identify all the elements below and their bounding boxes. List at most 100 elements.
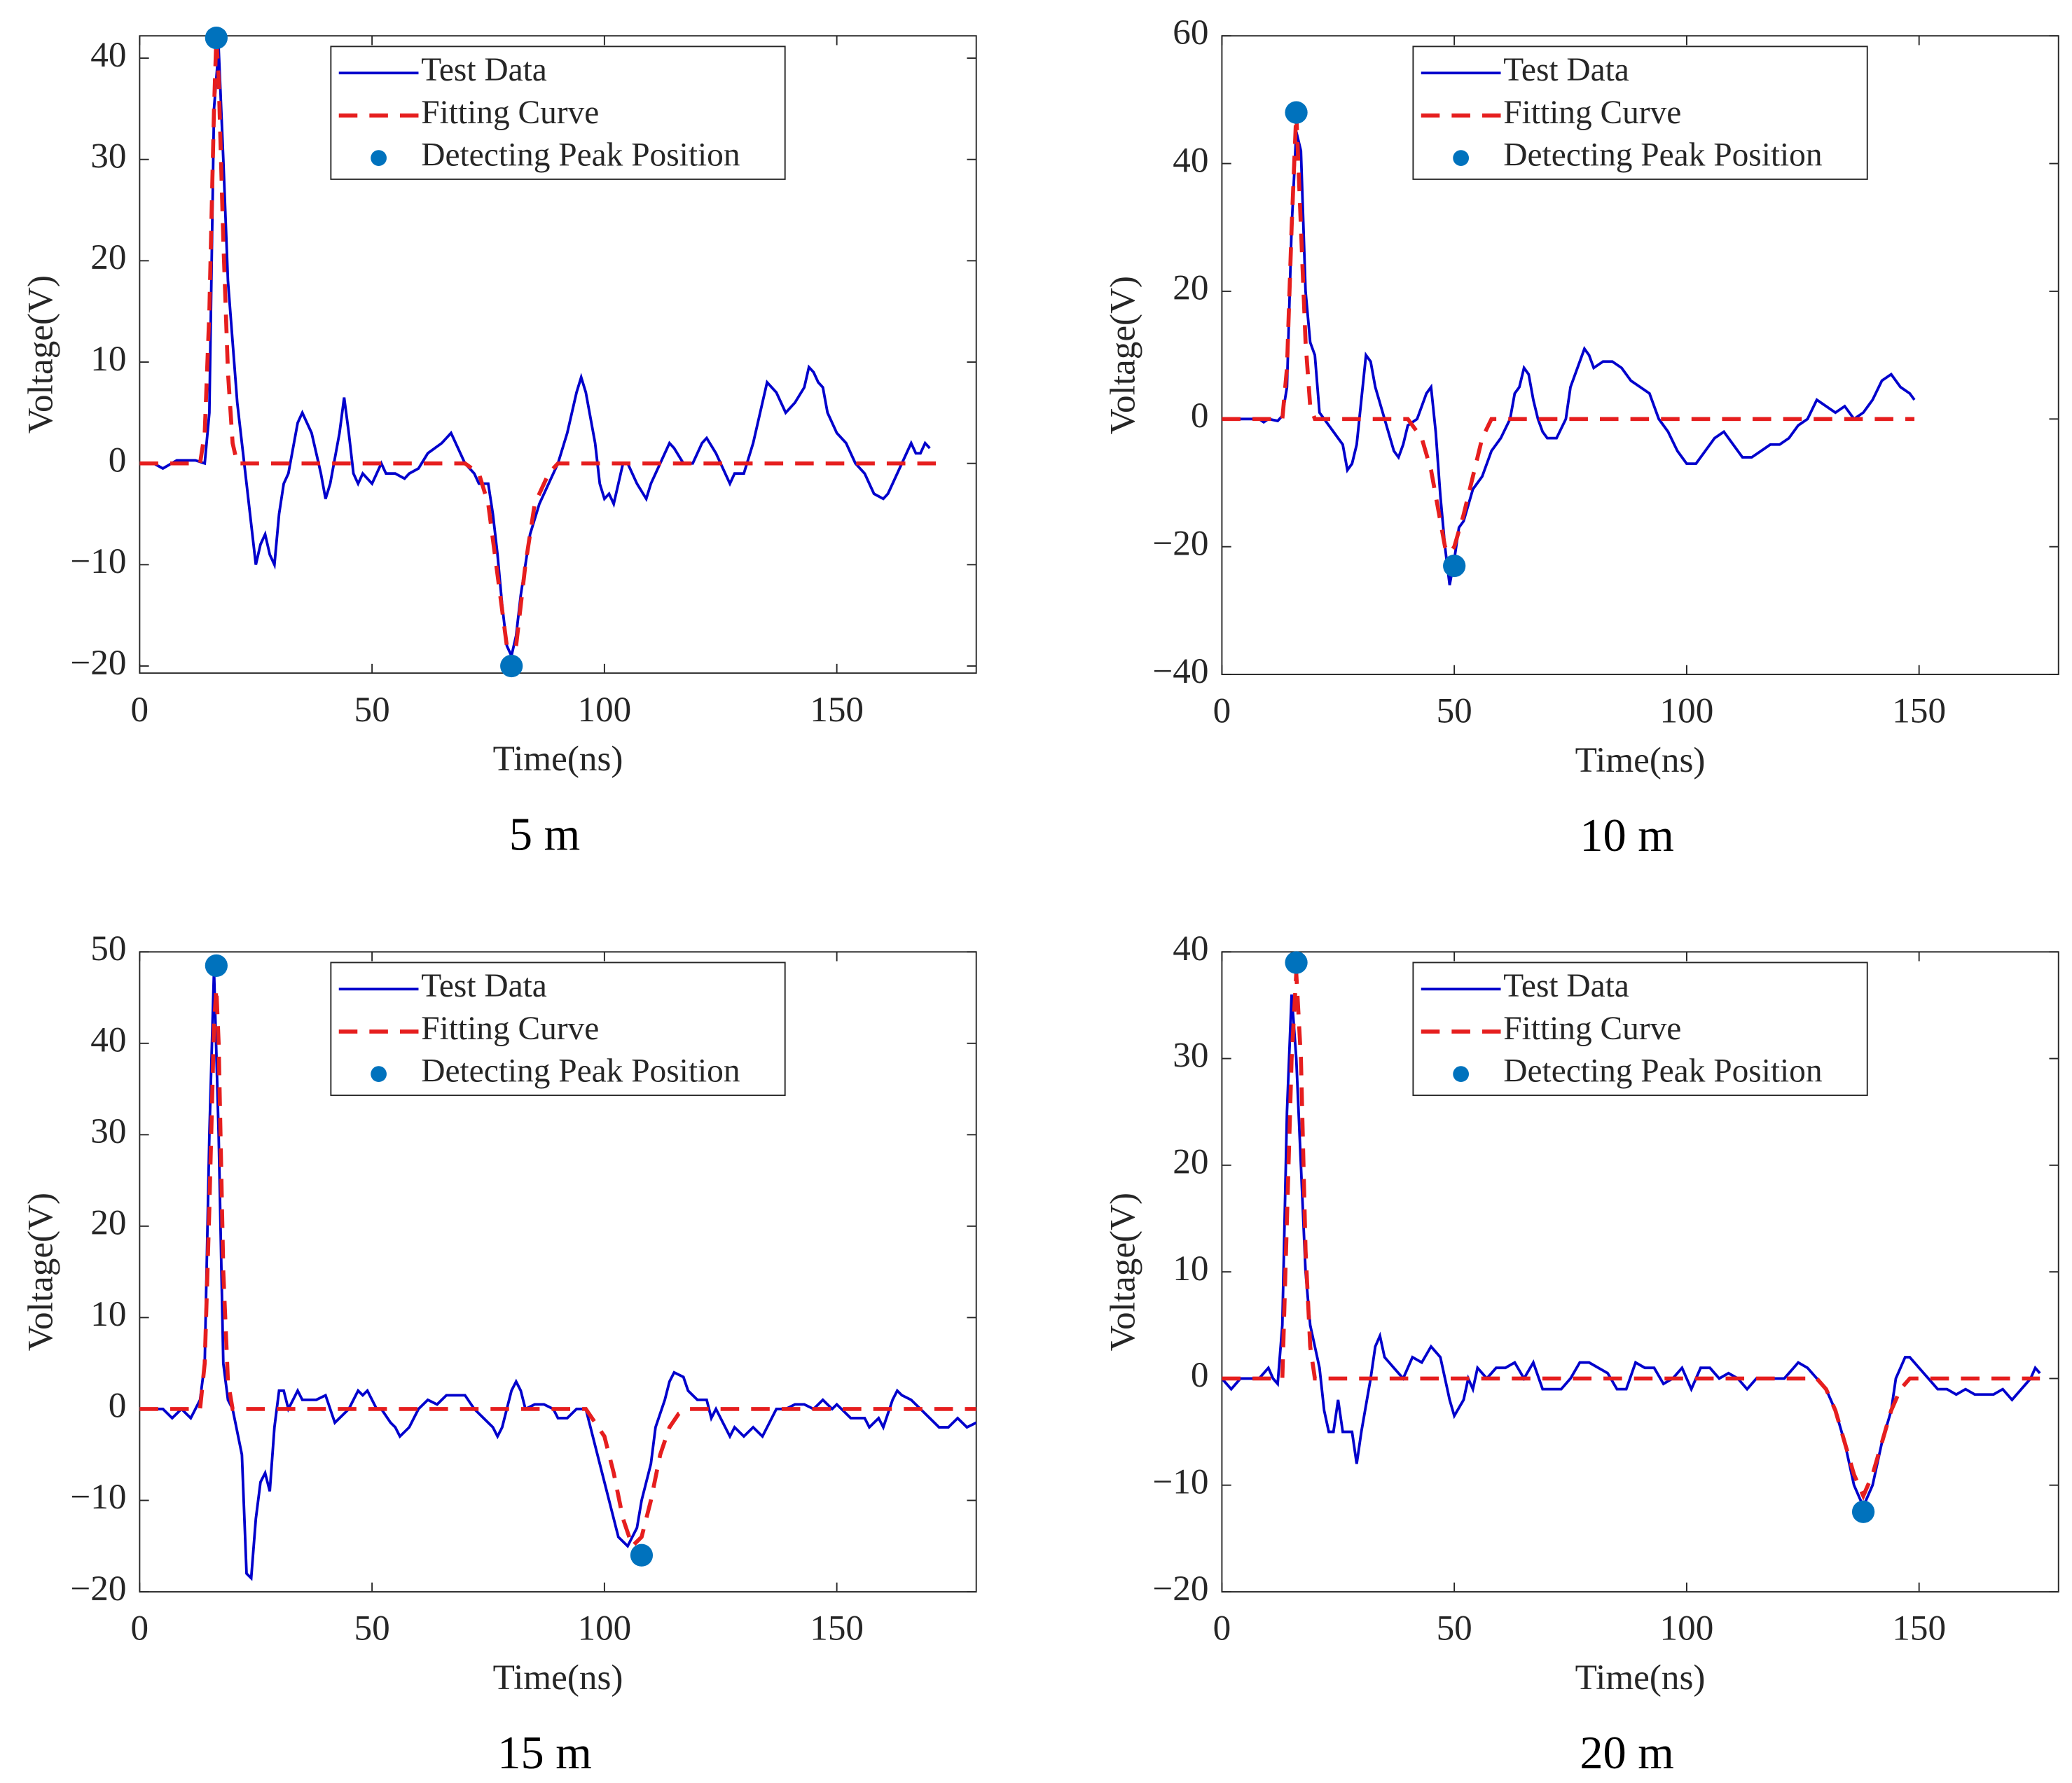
caption: 5 m [509, 809, 580, 860]
fit-curve [1222, 973, 2040, 1501]
plot-area [139, 37, 939, 667]
legend-label: Fitting Curve [421, 95, 599, 131]
caption: 20 m [1580, 1728, 1674, 1779]
legend-marker [1453, 150, 1470, 166]
x-tick-label: 50 [354, 690, 390, 730]
y-tick-label: 30 [90, 136, 126, 176]
fit-curve [139, 988, 976, 1550]
x-tick-label: 50 [354, 1609, 390, 1649]
y-tick-label: −20 [1152, 1569, 1208, 1609]
x-tick-label: 50 [1437, 1609, 1472, 1649]
y-tick-label: −20 [70, 643, 126, 683]
legend-box [1412, 962, 1868, 1096]
y-tick-label: 20 [1173, 1142, 1208, 1182]
y-tick-label: 40 [90, 35, 126, 75]
legend-marker [1453, 1066, 1470, 1083]
y-axis-label: Voltage(V) [1103, 1193, 1143, 1351]
peak-marker [1443, 554, 1466, 578]
legend-label: Test Data [1503, 52, 1629, 88]
peak-marker [630, 1543, 654, 1567]
y-tick-label: 50 [90, 929, 126, 969]
peak-marker [205, 26, 228, 50]
y-tick-label: −10 [70, 1477, 126, 1517]
caption: 15 m [497, 1728, 592, 1779]
legend-label: Test Data [1503, 968, 1629, 1004]
data-line [1222, 994, 2041, 1510]
y-tick-label: 60 [1173, 13, 1208, 53]
x-tick-label: 150 [1892, 1609, 1946, 1649]
x-tick-label: 0 [131, 1609, 149, 1649]
x-tick-label: 150 [810, 690, 864, 730]
legend: Test Data Fitting Curve Detecting Peak Pos… [1412, 46, 1868, 180]
x-axis-label: Time(ns) [1575, 740, 1706, 780]
y-tick-label: −10 [70, 541, 126, 581]
legend-marker [371, 150, 387, 166]
peak-marker [1285, 951, 1308, 974]
x-tick-label: 100 [577, 1609, 631, 1649]
caption: 10 m [1580, 810, 1674, 861]
y-tick-label: 0 [1191, 396, 1209, 436]
x-axis-label: Time(ns) [493, 739, 623, 779]
legend-box [330, 46, 786, 180]
x-tick-label: 0 [1213, 691, 1231, 731]
y-tick-label: 0 [109, 1386, 127, 1426]
y-tick-label: 10 [90, 339, 126, 379]
subplot: 0 50 100 150 −20 −10 0 10 20 30 40 50 Time(ns) Voltag… [21, 929, 977, 1779]
x-tick-label: 0 [1213, 1609, 1231, 1649]
y-tick-label: 20 [1173, 268, 1208, 308]
subplot: 0 50 100 150 −40 −20 0 20 40 60 Time(ns) Voltage(V)… [1103, 13, 2059, 861]
plot-area [1222, 973, 2041, 1510]
y-axis-label: Voltage(V) [1103, 276, 1143, 434]
legend-label: Detecting Peak Position [421, 1053, 740, 1090]
legend-label: Detecting Peak Position [421, 137, 740, 173]
fit-curve [1222, 112, 1915, 557]
fit-curve [139, 37, 939, 667]
plot-area [139, 970, 976, 1581]
legend-label: Test Data [421, 52, 547, 88]
peak-marker [205, 954, 228, 977]
legend: Test Data Fitting Curve Detecting Peak Pos… [1412, 962, 1868, 1096]
legend-box [330, 962, 786, 1096]
y-tick-label: −20 [1152, 523, 1208, 563]
legend-marker [371, 1066, 387, 1083]
plot-area [1222, 112, 1916, 585]
y-tick-label: −10 [1152, 1462, 1208, 1501]
y-tick-label: 30 [1173, 1035, 1208, 1075]
y-axis-label: Voltage(V) [21, 1193, 61, 1351]
x-tick-label: 100 [1660, 1609, 1714, 1649]
x-tick-label: 100 [1660, 691, 1714, 731]
data-line [1222, 131, 1916, 585]
y-tick-label: 40 [1173, 929, 1208, 969]
y-tick-label: 40 [90, 1020, 126, 1060]
legend-box [1412, 46, 1868, 180]
y-axis-label: Voltage(V) [21, 275, 61, 433]
legend-label: Fitting Curve [1503, 1011, 1681, 1047]
x-axis-label: Time(ns) [1575, 1658, 1706, 1698]
x-tick-label: 0 [131, 690, 149, 730]
x-axis-label: Time(ns) [493, 1658, 623, 1698]
legend-label: Test Data [421, 968, 547, 1004]
y-tick-label: 20 [90, 237, 126, 277]
legend-label: Fitting Curve [1503, 95, 1681, 131]
legend: Test Data Fitting Curve Detecting Peak Pos… [330, 962, 786, 1096]
y-tick-label: 40 [1173, 140, 1208, 180]
legend-label: Fitting Curve [421, 1011, 599, 1047]
y-tick-label: 0 [109, 440, 127, 480]
y-tick-label: 30 [90, 1111, 126, 1151]
x-tick-label: 150 [1892, 691, 1946, 731]
y-tick-label: −40 [1152, 651, 1208, 691]
legend-label: Detecting Peak Position [1503, 137, 1822, 173]
peak-marker [1285, 101, 1308, 124]
y-tick-label: −20 [70, 1569, 126, 1609]
peak-marker [500, 654, 523, 678]
subplot: 0 50 100 150 −20 −10 0 10 20 30 40 Time(ns) Voltage(… [21, 26, 977, 860]
x-tick-label: 50 [1437, 691, 1472, 731]
x-tick-label: 150 [810, 1609, 864, 1649]
data-line [139, 970, 976, 1581]
x-tick-label: 100 [577, 690, 631, 730]
peak-marker [1851, 1500, 1875, 1523]
legend: Test Data Fitting Curve Detecting Peak Pos… [330, 46, 786, 180]
y-tick-label: 10 [1173, 1249, 1208, 1289]
